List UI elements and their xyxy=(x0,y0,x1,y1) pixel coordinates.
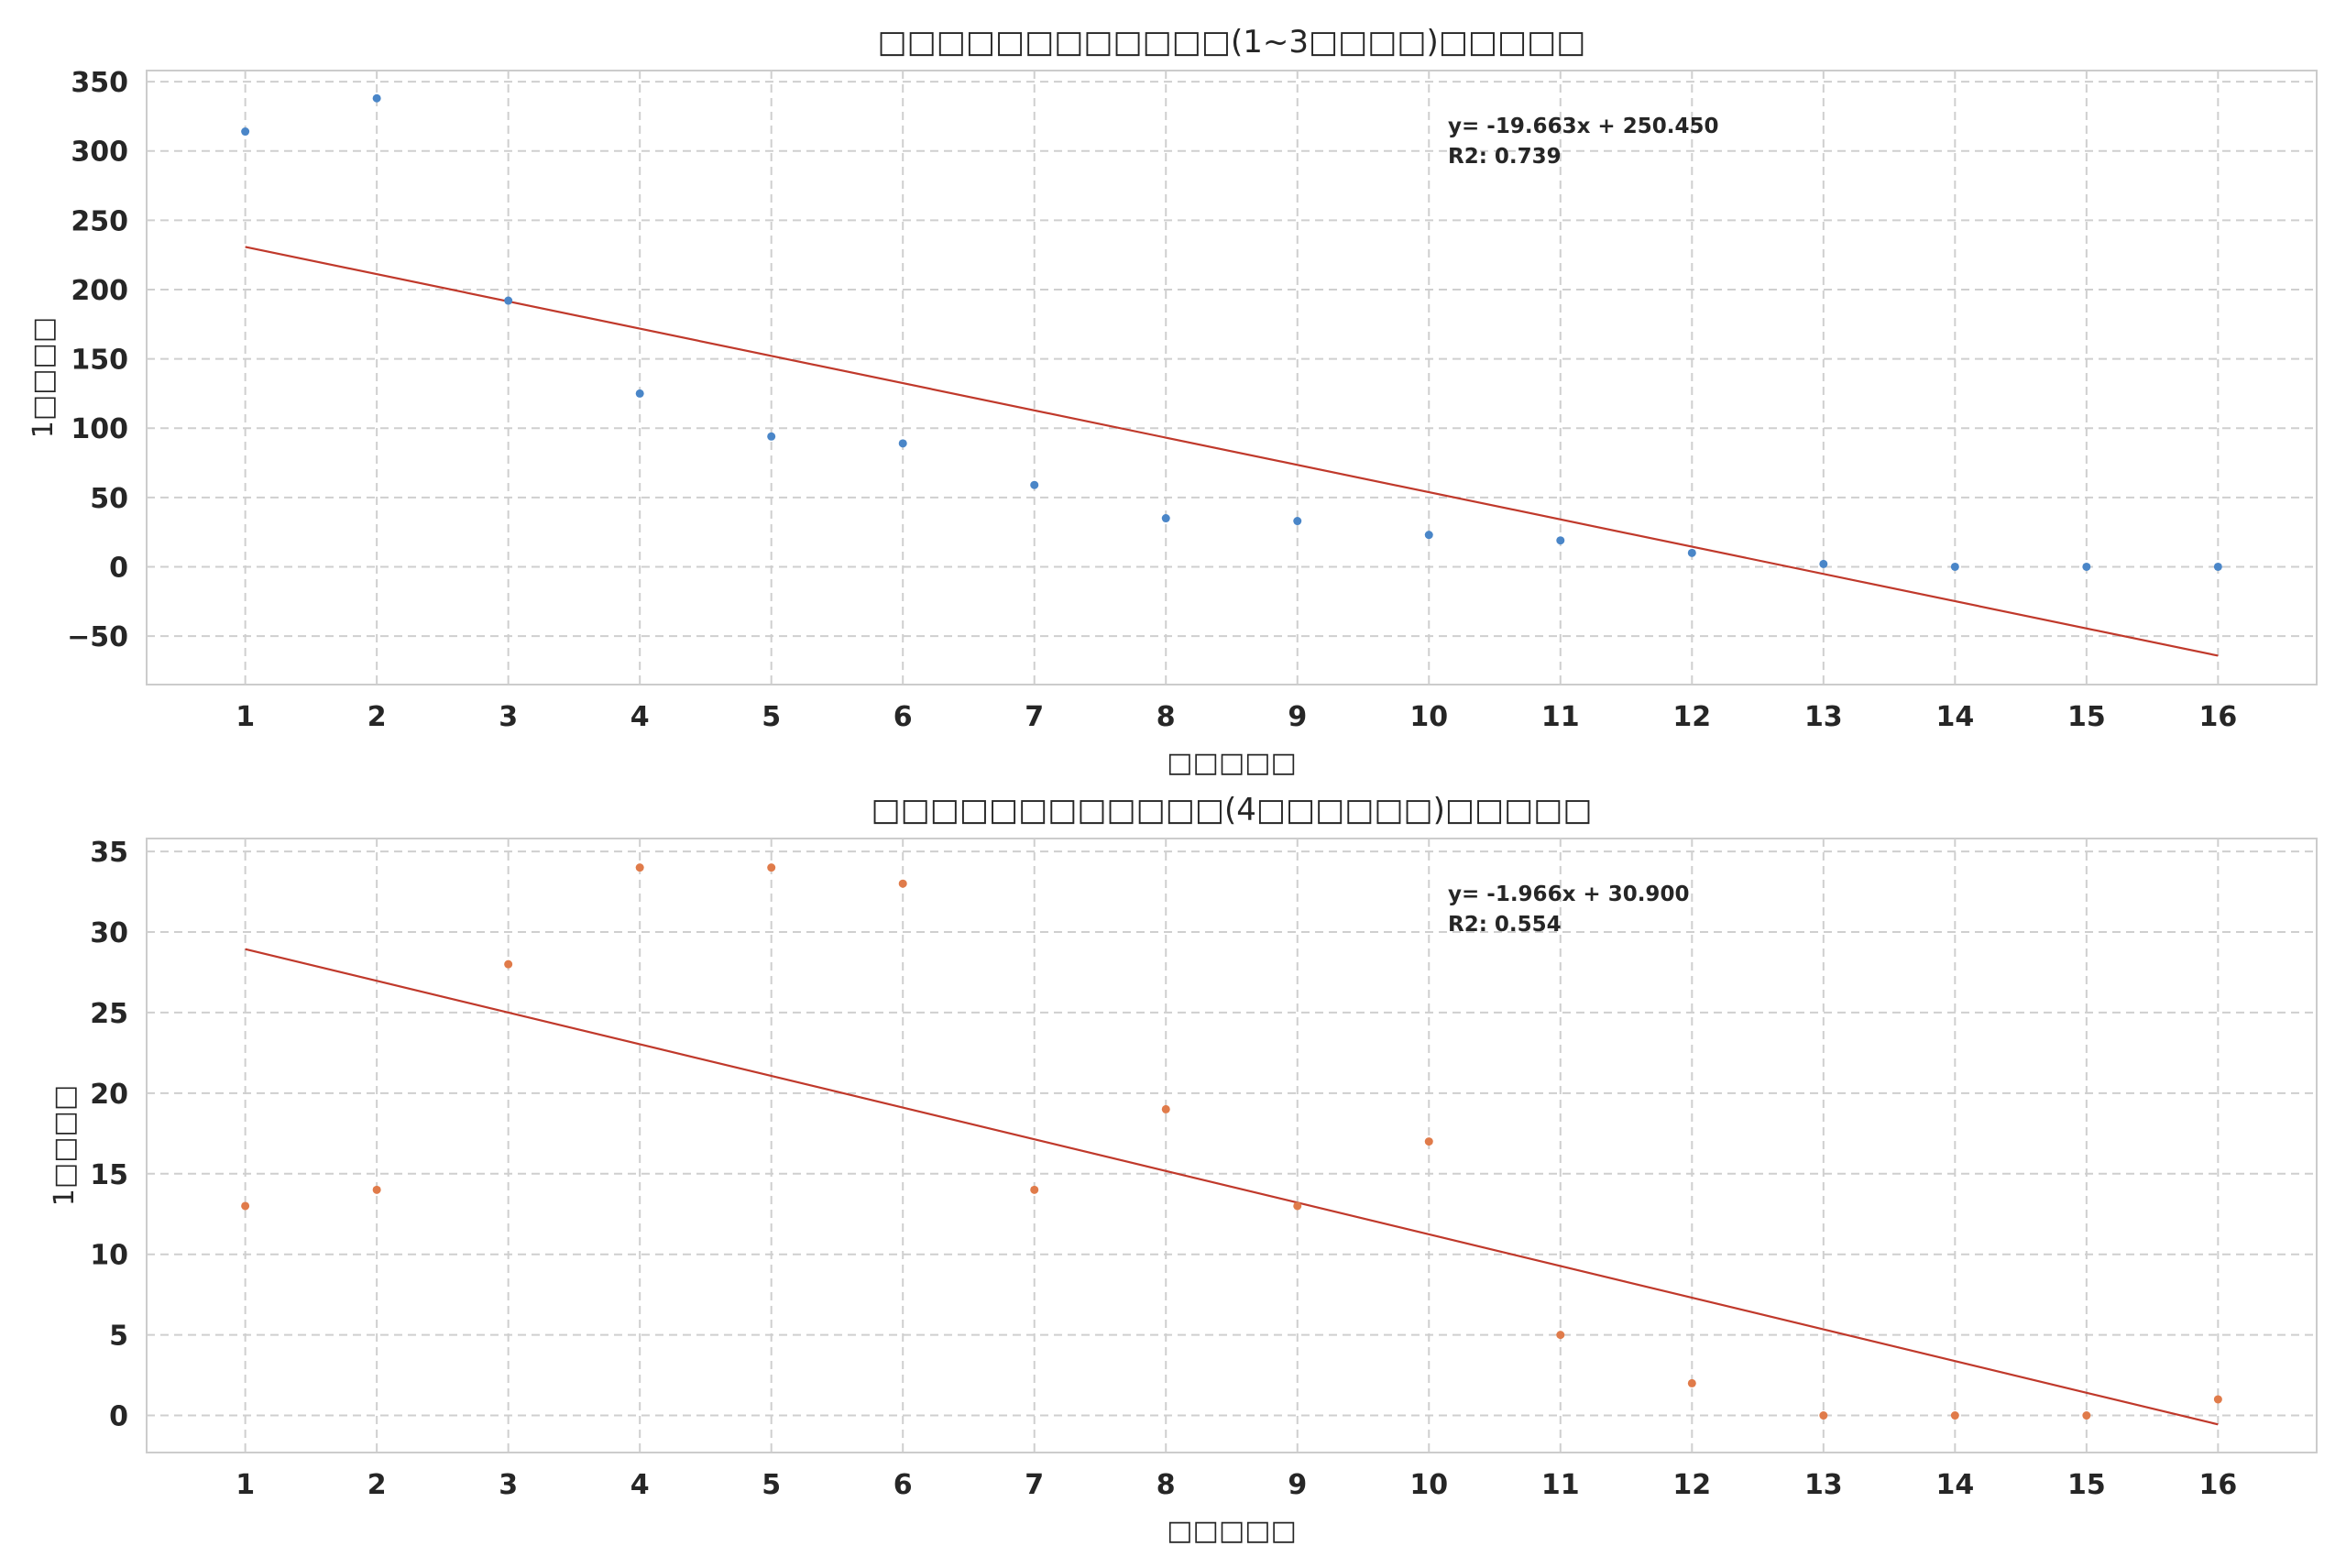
data-point xyxy=(898,879,907,888)
data-point xyxy=(1424,1137,1433,1146)
x-tick-label: 3 xyxy=(499,701,518,733)
chart-title: □□□□□□□□□□□□(1~3□□□□)□□□□□ xyxy=(878,24,1586,60)
y-tick-label: 350 xyxy=(71,67,128,99)
x-tick-label: 2 xyxy=(367,1469,387,1501)
x-tick-label: 6 xyxy=(893,701,913,733)
data-point xyxy=(1161,1104,1170,1113)
x-tick-label: 11 xyxy=(1541,1469,1580,1501)
x-tick-label: 9 xyxy=(1288,1469,1307,1501)
plot-frame xyxy=(146,838,2318,1453)
y-tick-label: 35 xyxy=(90,837,128,869)
data-point xyxy=(1161,514,1170,523)
x-tick-label: 10 xyxy=(1409,1469,1448,1501)
data-point xyxy=(504,959,513,969)
x-tick-label: 13 xyxy=(1804,1469,1843,1501)
x-tick-label: 7 xyxy=(1025,701,1044,733)
y-tick-label: 30 xyxy=(90,917,128,949)
regression-line xyxy=(245,948,2219,1426)
data-point xyxy=(1556,536,1565,545)
data-point xyxy=(2213,1395,2222,1404)
y-tick-label: 5 xyxy=(109,1321,128,1353)
data-point xyxy=(1030,480,1039,489)
data-point xyxy=(2082,1411,2091,1420)
x-tick-label: 1 xyxy=(236,1469,255,1501)
regression-annotation: R2: 0.739 xyxy=(1448,145,1562,169)
data-point xyxy=(635,863,644,872)
regression-line xyxy=(245,246,2219,657)
x-tick-label: 3 xyxy=(499,1469,518,1501)
data-point xyxy=(372,1185,381,1194)
data-point xyxy=(241,127,250,137)
x-tick-label: 1 xyxy=(236,701,255,733)
x-tick-label: 2 xyxy=(367,701,387,733)
x-tick-label: 4 xyxy=(630,701,650,733)
x-tick-label: 12 xyxy=(1672,701,1711,733)
y-tick-label: 150 xyxy=(71,345,128,377)
chart-panel-1: 1 2 3 4 5 6 7 8 9 10 11 12 13 14 15 16−5005010015020025… xyxy=(27,24,2318,779)
x-tick-label: 12 xyxy=(1672,1469,1711,1501)
x-tick-label: 5 xyxy=(762,1469,781,1501)
x-tick-label: 9 xyxy=(1288,701,1307,733)
data-point xyxy=(2213,562,2222,571)
chart-panel-2: 1 2 3 4 5 6 7 8 9 10 11 12 13 14 15 1605101520253035□□□… xyxy=(49,792,2318,1547)
regression-annotation: y= -1.966x + 30.900 xyxy=(1448,883,1689,906)
data-point xyxy=(1950,562,1959,571)
x-tick-label: 13 xyxy=(1804,701,1843,733)
x-tick-label: 14 xyxy=(1935,1469,1974,1501)
x-tick-label: 4 xyxy=(630,1469,650,1501)
x-tick-label: 7 xyxy=(1025,1469,1044,1501)
y-axis-label: 1□□□□ xyxy=(27,317,60,438)
data-point xyxy=(2082,562,2091,571)
y-tick-label: 25 xyxy=(90,998,128,1030)
x-tick-label: 8 xyxy=(1157,701,1176,733)
y-tick-label: 100 xyxy=(71,413,128,445)
chart-title: □□□□□□□□□□□□(4□□□□□□)□□□□□ xyxy=(871,792,1592,828)
y-tick-label: 0 xyxy=(109,552,128,584)
x-tick-label: 16 xyxy=(2198,1469,2237,1501)
data-point xyxy=(372,93,381,103)
y-axis-label: 1□□□□ xyxy=(49,1085,81,1206)
data-point xyxy=(1424,531,1433,540)
data-point xyxy=(1687,548,1696,557)
data-point xyxy=(1819,559,1828,568)
data-point xyxy=(1819,1411,1828,1420)
x-tick-label: 8 xyxy=(1157,1469,1176,1501)
x-tick-label: 14 xyxy=(1935,701,1974,733)
data-point xyxy=(504,296,513,305)
y-tick-label: 20 xyxy=(90,1079,128,1111)
x-axis-label: □□□□□ xyxy=(1167,1515,1297,1547)
x-tick-label: 11 xyxy=(1541,701,1580,733)
data-point xyxy=(1950,1411,1959,1420)
x-tick-label: 15 xyxy=(2067,1469,2106,1501)
x-tick-label: 5 xyxy=(762,701,781,733)
y-tick-label: 15 xyxy=(90,1159,128,1191)
plot-frame xyxy=(146,70,2318,685)
data-point xyxy=(1293,517,1302,526)
data-point xyxy=(767,863,776,872)
y-tick-label: 50 xyxy=(90,483,128,515)
y-tick-label: 0 xyxy=(109,1401,128,1433)
regression-annotation: y= -19.663x + 250.450 xyxy=(1448,115,1718,138)
regression-annotation: R2: 0.554 xyxy=(1448,913,1562,937)
data-point xyxy=(898,439,907,448)
data-point xyxy=(1030,1185,1039,1194)
y-tick-label: 300 xyxy=(71,137,128,169)
data-point xyxy=(767,432,776,441)
x-axis-label: □□□□□ xyxy=(1167,747,1297,779)
data-point xyxy=(635,389,644,398)
x-tick-label: 6 xyxy=(893,1469,913,1501)
x-tick-label: 15 xyxy=(2067,701,2106,733)
x-tick-label: 10 xyxy=(1409,701,1448,733)
data-point xyxy=(1687,1378,1696,1387)
y-tick-label: −50 xyxy=(67,621,128,653)
data-point xyxy=(1293,1201,1302,1211)
y-tick-label: 200 xyxy=(71,275,128,307)
y-tick-label: 250 xyxy=(71,205,128,237)
data-point xyxy=(1556,1331,1565,1340)
data-point xyxy=(241,1201,250,1211)
x-tick-label: 16 xyxy=(2198,701,2237,733)
y-tick-label: 10 xyxy=(90,1240,128,1272)
